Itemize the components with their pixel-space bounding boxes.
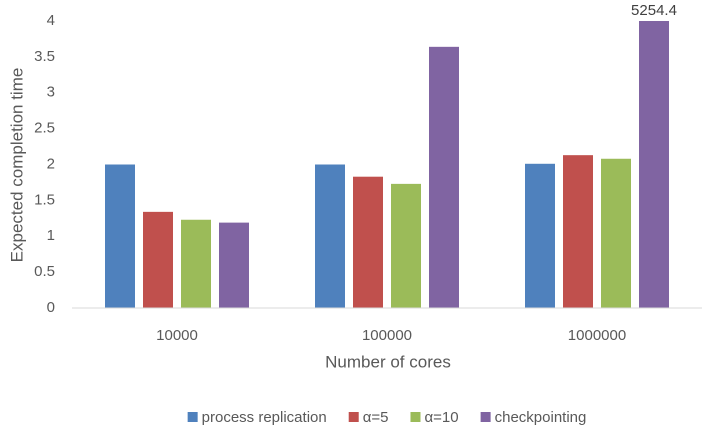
x-tick-label: 100000 xyxy=(362,327,412,344)
x-axis-title: Number of cores xyxy=(325,352,451,371)
value-label: 5254.4 xyxy=(631,2,677,19)
bar xyxy=(219,222,249,308)
y-tick-label: 3.5 xyxy=(34,48,55,65)
legend-swatch xyxy=(410,412,421,422)
y-tick-label: 1 xyxy=(47,227,55,244)
bar xyxy=(639,21,669,308)
bar xyxy=(315,164,345,308)
bar xyxy=(105,164,135,308)
y-axis-title: Expected completion time xyxy=(7,68,26,263)
bar xyxy=(391,183,421,308)
bar xyxy=(353,176,383,308)
legend-swatch xyxy=(187,412,198,422)
y-tick-label: 4 xyxy=(47,12,55,29)
legend-label: α=5 xyxy=(363,409,389,426)
legend-label: process replication xyxy=(202,409,327,426)
bar xyxy=(143,211,173,308)
y-tick-label: 2.5 xyxy=(34,120,55,137)
bar xyxy=(429,46,459,309)
y-tick-label: 3 xyxy=(47,84,55,101)
bar xyxy=(181,219,211,308)
y-tick-label: 1.5 xyxy=(34,191,55,208)
legend-swatch xyxy=(348,412,359,422)
bar xyxy=(563,155,593,308)
x-tick-label: 1000000 xyxy=(568,327,626,344)
legend: process replication α=5 α=10 checkpointing xyxy=(187,409,587,426)
plot-area xyxy=(105,21,669,309)
y-tick-label: 0 xyxy=(47,299,55,316)
bar xyxy=(601,158,631,308)
y-tick-label: 2 xyxy=(47,155,55,172)
bar xyxy=(525,163,555,308)
y-tick-label: 0.5 xyxy=(34,263,55,280)
x-tick-label: 10000 xyxy=(156,327,198,344)
legend-label: α=10 xyxy=(424,409,458,426)
legend-swatch xyxy=(480,412,491,422)
legend-label: checkpointing xyxy=(495,409,587,426)
